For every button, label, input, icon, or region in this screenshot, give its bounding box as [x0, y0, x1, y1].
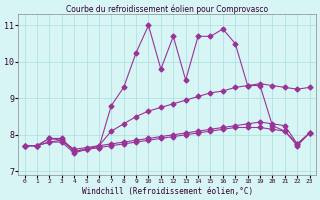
X-axis label: Windchill (Refroidissement éolien,°C): Windchill (Refroidissement éolien,°C) [82, 187, 253, 196]
Title: Courbe du refroidissement éolien pour Comprovasco: Courbe du refroidissement éolien pour Co… [66, 4, 268, 14]
